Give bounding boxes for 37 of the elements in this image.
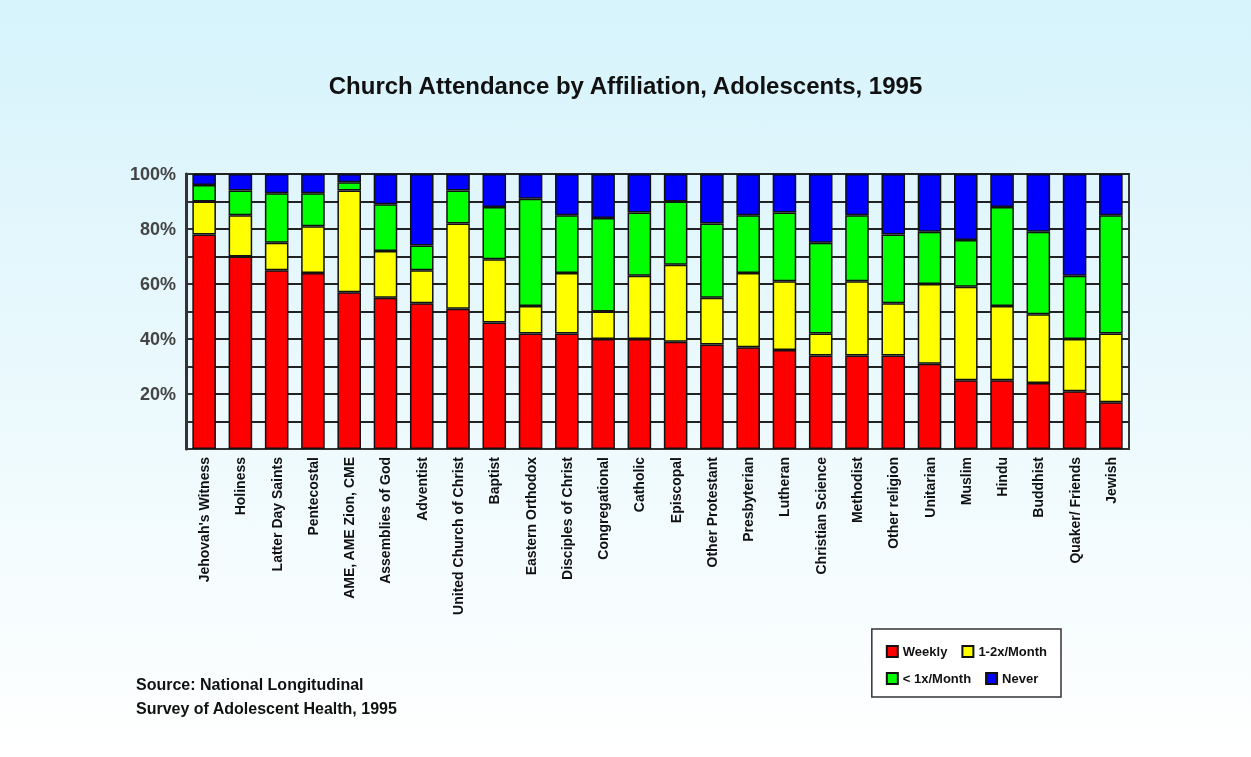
x-tick-label: Congregational [595, 457, 612, 560]
y-tick-label: 40% [139, 329, 176, 349]
chart-title: Church Attendance by Affiliation, Adolescents, 1995 [328, 71, 923, 99]
x-tick-label: Buddhist [1030, 456, 1047, 518]
x-tick-label: Eastern Orthodox [522, 456, 539, 576]
x-tick-label: Quaker/ Friends [1066, 456, 1083, 564]
x-tick-label: Muslim [957, 457, 974, 506]
x-tick-label: Assemblies of God [377, 457, 394, 584]
x-tick-label: Adventist [413, 456, 430, 521]
x-tick-label: United Church of Christ [450, 456, 467, 615]
x-tick-label: Jewish [1102, 457, 1119, 504]
y-tick-label: 100% [129, 164, 176, 184]
x-tick-label: Disciples of Christ [558, 456, 575, 580]
legend-label: 1-2x/Month [978, 644, 1048, 659]
x-tick-label: Presbyterian [740, 457, 757, 542]
legend-label: Weekly [902, 644, 949, 659]
legend-label: Never [1002, 671, 1039, 686]
x-tick-label: Hindu [994, 457, 1011, 497]
x-tick-label: Methodist [848, 456, 865, 524]
x-tick-label: Holiness [232, 456, 249, 516]
x-tick-label: Other Protestant [703, 456, 720, 568]
x-tick-label: Episcopal [667, 457, 684, 524]
y-tick-label: 60% [139, 274, 176, 294]
legend-label: < 1x/Month [902, 671, 972, 686]
x-tick-label: Unitarian [921, 457, 938, 518]
x-tick-label: Latter Day Saints [268, 456, 285, 572]
y-tick-label: 80% [139, 219, 176, 239]
x-tick-label: Other religion [885, 457, 902, 549]
y-tick-label: 20% [139, 384, 176, 404]
source-note: Source: National Longitudinal Survey of Adolescent Health, 1995 [136, 675, 397, 717]
x-tick-label: Pentecostal [304, 457, 321, 536]
x-tick-label: AME, AME Zion, CME [341, 457, 358, 599]
x-tick-label: Baptist [486, 456, 503, 505]
x-tick-label: Jehovah's Witness [196, 456, 213, 583]
x-tick-label: Catholic [631, 456, 648, 513]
x-tick-label: Lutheran [776, 457, 793, 517]
x-tick-label: Christian Science [812, 456, 829, 575]
